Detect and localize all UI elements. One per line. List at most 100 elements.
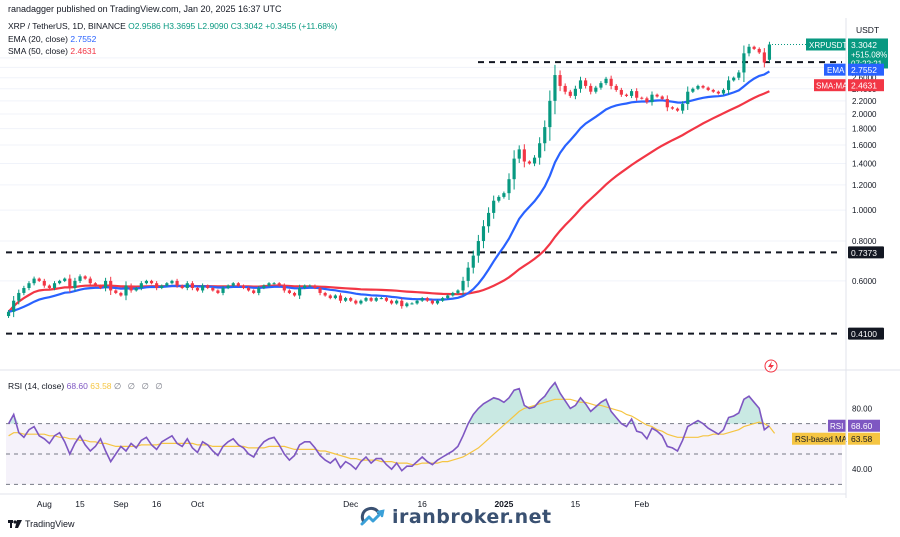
candle-body <box>201 285 205 291</box>
candle-body <box>757 48 761 53</box>
tradingview-brand-text: TradingView <box>25 519 75 529</box>
candle-body <box>660 96 664 99</box>
time-tick-label: 15 <box>75 499 85 509</box>
candle-body <box>364 298 368 301</box>
time-tick-label: 16 <box>152 499 162 509</box>
rsi-tag-value: 68.60 <box>851 421 873 431</box>
symbol-tag-label: XRPUSDT <box>809 41 847 50</box>
candle-body <box>752 46 756 49</box>
candle-body <box>614 85 618 90</box>
rsi-line <box>7 381 770 472</box>
dividend-event-icon[interactable] <box>764 359 778 373</box>
candle-body <box>584 80 588 86</box>
price-tick-label: 1.6000 <box>852 141 877 150</box>
sma-legend-label: SMA (50, close) <box>8 46 68 56</box>
symbol-title: XRP / TetherUS, 1D, BINANCE <box>8 21 126 31</box>
candle-body <box>359 300 363 304</box>
candle-body <box>425 298 429 301</box>
candle-body <box>507 179 511 194</box>
candle-body <box>604 78 608 84</box>
ema-tag-value-bg <box>848 63 884 76</box>
candle-body <box>83 276 87 279</box>
candle-body <box>211 287 215 291</box>
candle-body <box>338 295 343 301</box>
ema-legend-value: 2.7552 <box>70 34 97 44</box>
candle-body <box>543 127 547 144</box>
candle-body <box>486 212 491 227</box>
candle-body <box>767 44 772 60</box>
candle-body <box>12 300 16 312</box>
ema-tag-value: 2.7552 <box>851 65 877 75</box>
time-tick-label: 16 <box>417 499 427 509</box>
candle-body <box>344 298 348 301</box>
candle-body <box>696 85 700 89</box>
candle-body <box>88 278 92 284</box>
candle-body <box>221 287 225 293</box>
candle-body <box>190 283 194 288</box>
candle-body <box>497 196 501 201</box>
price-tick-label: 2.2000 <box>852 97 877 106</box>
candle-body <box>22 287 26 293</box>
rsi-legend[interactable]: RSI (14, close) 68.60 63.58 ∅ ∅ ∅ ∅ <box>8 381 165 392</box>
candle-body <box>512 158 516 180</box>
level-tag-bg <box>848 246 884 259</box>
candle-body <box>446 295 450 299</box>
candle-body <box>308 285 312 287</box>
rsi-ma-tag-label: RSI-based MA <box>795 435 848 444</box>
candle-body <box>410 303 414 305</box>
rsi-tick-label: 40.00 <box>852 465 873 474</box>
candle-body <box>303 285 307 288</box>
tradingview-logo[interactable]: TradingView <box>8 519 75 529</box>
candle-body <box>379 298 383 300</box>
ema-line-group <box>8 70 770 313</box>
watermark: iranbroker.net <box>358 504 552 530</box>
candle-body <box>282 285 286 291</box>
sma-tag-value-bg <box>848 79 884 92</box>
ema-tag-label: EMA <box>827 66 845 75</box>
candle-body <box>52 283 57 288</box>
tradingview-mark-icon <box>8 519 22 528</box>
candle-body <box>170 280 174 284</box>
rsi-axis: 80.00 40.00 <box>852 404 873 474</box>
candle-body <box>645 98 649 103</box>
time-tick-label: Oct <box>191 499 205 509</box>
candle-body <box>175 280 179 286</box>
rsi-ma-tag-value: 63.58 <box>851 434 873 444</box>
sma-tag-label: SMA:MA <box>816 82 848 91</box>
candles-group <box>6 41 772 318</box>
candle-body <box>262 285 266 288</box>
candle-body <box>333 295 337 299</box>
price-tick-label: 1.0000 <box>852 206 877 215</box>
watermark-logo-icon <box>360 506 385 526</box>
candle-body <box>47 285 51 288</box>
candle-body <box>323 292 327 296</box>
time-tick-label: Aug <box>37 499 52 509</box>
candle-body <box>737 72 741 78</box>
candle-body <box>374 298 378 301</box>
candle-body <box>241 285 246 288</box>
candle-body <box>624 94 629 96</box>
candle-body <box>349 298 353 301</box>
candle-body <box>328 295 332 299</box>
price-tick-label: 1.8000 <box>852 125 877 134</box>
visibility-icons[interactable]: ∅ ∅ ∅ ∅ <box>113 381 165 391</box>
candle-body <box>114 290 118 293</box>
candle-body <box>109 280 113 291</box>
candle-body <box>252 290 256 293</box>
candle-body <box>78 276 82 281</box>
candle-body <box>762 52 766 63</box>
candle-body <box>578 80 583 89</box>
candle-body <box>619 89 623 95</box>
symbol-legend: XRP / TetherUS, 1D, BINANCE O2.9586 H3.3… <box>8 21 337 31</box>
candle-body <box>246 287 251 291</box>
candle-body <box>435 300 440 304</box>
candle-body <box>635 91 639 98</box>
price-tick-label: 2.6000 <box>852 74 877 83</box>
candle-body <box>655 94 659 97</box>
candle-body <box>155 283 159 288</box>
candle-body <box>701 85 705 88</box>
candle-body <box>706 87 710 90</box>
ema-legend[interactable]: EMA (20, close) 2.7552 <box>8 34 96 44</box>
sma-legend[interactable]: SMA (50, close) 2.4631 <box>8 46 96 56</box>
